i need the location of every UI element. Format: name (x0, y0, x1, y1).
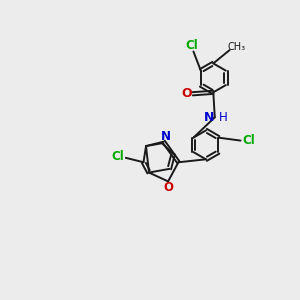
Text: Cl: Cl (186, 38, 198, 52)
Text: N: N (204, 111, 215, 124)
Text: O: O (163, 181, 173, 194)
Text: N: N (161, 130, 171, 143)
Text: Cl: Cl (111, 150, 124, 163)
Text: CH₃: CH₃ (228, 42, 246, 52)
Text: O: O (181, 87, 191, 100)
Text: Cl: Cl (242, 134, 255, 147)
Text: H: H (219, 111, 228, 124)
